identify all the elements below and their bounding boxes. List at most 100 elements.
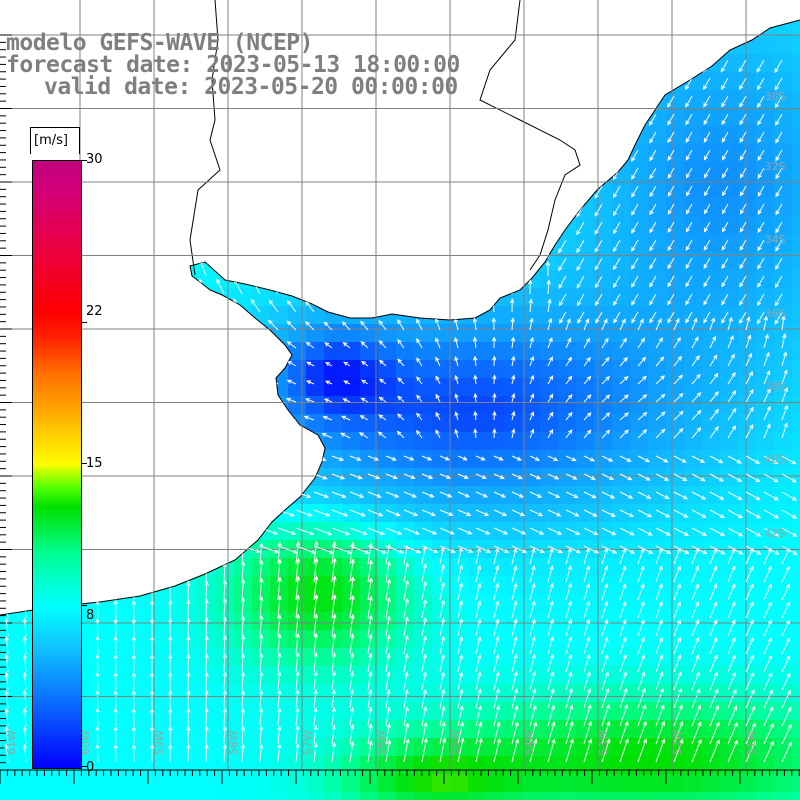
wind-arrow xyxy=(565,687,573,709)
wind-arrow xyxy=(211,428,225,439)
wind-arrow xyxy=(601,703,610,727)
wind-arrow xyxy=(403,634,409,655)
wind-arrow xyxy=(583,547,590,565)
wind-arrow xyxy=(277,576,282,601)
wind-arrow xyxy=(93,204,99,223)
wind-arrow xyxy=(399,150,405,169)
wind-arrow xyxy=(258,652,264,673)
wind-arrow xyxy=(583,704,592,727)
wind-arrow xyxy=(385,509,401,517)
wind-arrow xyxy=(507,187,513,205)
wind-arrow xyxy=(219,131,225,151)
wind-arrow xyxy=(667,293,675,306)
wind-arrow xyxy=(90,404,99,421)
wind-arrow xyxy=(691,618,700,637)
wind-arrow xyxy=(193,410,207,421)
wind-arrow xyxy=(95,617,100,637)
wind-arrow xyxy=(205,527,224,535)
wind-arrow xyxy=(258,689,264,709)
wind-arrow xyxy=(612,113,621,127)
wind-arrow xyxy=(165,186,171,205)
wind-arrow xyxy=(259,633,264,655)
wind-arrow xyxy=(147,204,153,223)
wind-arrow xyxy=(648,59,657,74)
wind-arrow xyxy=(349,473,363,480)
wind-arrow xyxy=(745,370,753,385)
wind-arrow xyxy=(781,315,786,331)
wind-arrow xyxy=(472,260,477,277)
wind-arrow xyxy=(565,337,572,349)
colorbar-tick-mark xyxy=(81,463,87,464)
wind-arrow xyxy=(721,239,729,251)
wind-arrow xyxy=(667,275,675,288)
wind-arrow xyxy=(240,615,246,637)
wind-arrow xyxy=(403,597,409,619)
wind-arrow xyxy=(457,564,464,583)
wind-arrow xyxy=(691,738,702,763)
wind-arrow xyxy=(309,131,315,151)
wind-arrow xyxy=(149,743,155,763)
wind-arrow xyxy=(416,318,423,331)
wind-arrow xyxy=(685,275,693,288)
wind-arrow xyxy=(187,491,205,498)
wind-arrow xyxy=(241,491,258,499)
wind-arrow xyxy=(529,428,535,439)
wind-arrow xyxy=(169,491,187,498)
wind-arrow xyxy=(454,428,459,439)
wind-arrow xyxy=(313,632,319,655)
wind-arrow xyxy=(439,563,446,583)
wind-arrow xyxy=(168,725,173,745)
wind-arrow xyxy=(685,293,693,306)
wind-arrow xyxy=(108,331,117,349)
wind-arrow xyxy=(511,738,520,763)
wind-arrow xyxy=(277,614,282,637)
wind-arrow xyxy=(594,185,603,199)
wind-arrow xyxy=(691,455,706,463)
wind-arrow xyxy=(601,565,609,583)
wind-arrow xyxy=(416,298,423,313)
wind-arrow xyxy=(144,314,153,331)
wind-arrow xyxy=(247,414,261,421)
wind-arrow xyxy=(685,149,693,161)
wind-arrow xyxy=(97,545,116,552)
wind-arrow xyxy=(685,131,693,144)
wind-arrow xyxy=(745,424,754,439)
wind-arrow xyxy=(247,431,261,439)
wind-arrow xyxy=(637,653,645,673)
wind-arrow xyxy=(399,114,405,133)
wind-arrow xyxy=(691,671,700,691)
wind-arrow xyxy=(673,455,687,463)
wind-arrow xyxy=(193,392,207,403)
wind-arrow xyxy=(691,583,700,601)
wind-arrow xyxy=(583,429,592,439)
wind-arrow xyxy=(22,635,27,655)
wind-arrow xyxy=(475,545,492,553)
wind-arrow xyxy=(511,618,518,637)
wind-arrow xyxy=(457,599,464,619)
wind-arrow xyxy=(511,410,516,421)
wind-arrow xyxy=(565,375,573,385)
wind-arrow xyxy=(576,167,585,182)
wind-arrow xyxy=(111,113,117,133)
wind-arrow xyxy=(213,316,225,331)
wind-arrow xyxy=(361,260,369,277)
wind-arrow xyxy=(655,455,669,463)
wind-arrow xyxy=(265,414,279,421)
wind-arrow xyxy=(475,564,482,583)
wind-arrow xyxy=(745,455,761,464)
wind-arrow xyxy=(313,707,318,727)
wind-arrow xyxy=(313,594,319,619)
wind-arrow xyxy=(565,356,572,367)
wind-arrow xyxy=(439,509,454,516)
wind-arrow xyxy=(186,617,191,637)
wind-arrow xyxy=(727,547,736,565)
wind-arrow xyxy=(20,384,27,403)
wind-arrow xyxy=(703,293,711,306)
wind-arrow xyxy=(107,350,117,367)
wind-arrow xyxy=(529,355,535,367)
wind-arrow xyxy=(619,455,632,462)
lon-label: 53W xyxy=(597,730,610,755)
wind-arrow xyxy=(673,473,688,481)
wind-arrow xyxy=(511,564,518,583)
wind-arrow xyxy=(237,113,243,133)
